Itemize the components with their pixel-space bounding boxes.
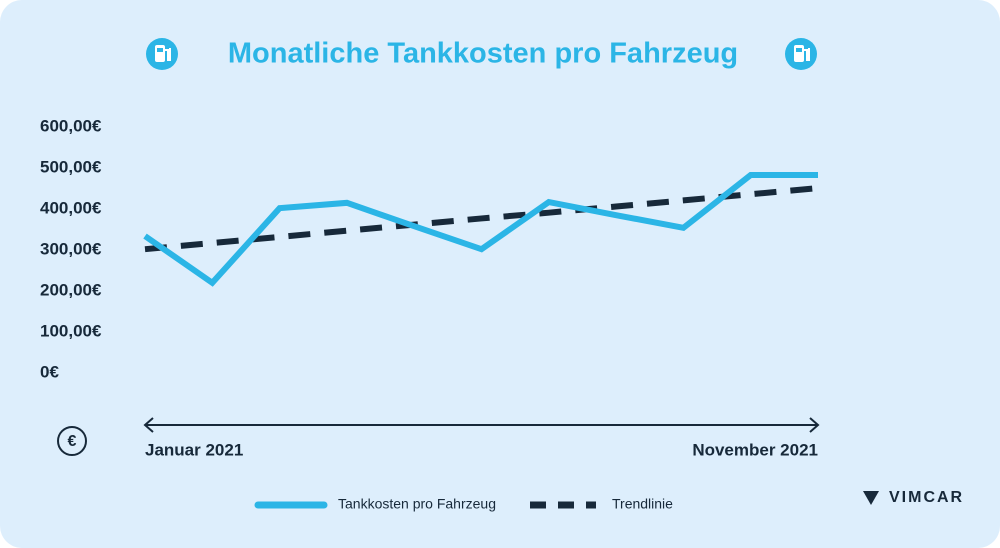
y-tick-label: 0€ [40,362,59,381]
legend-label: Trendlinie [612,496,673,512]
brand: VIMCAR [889,489,964,506]
y-tick-label: 300,00€ [40,239,102,258]
legend-label: Tankkosten pro Fahrzeug [338,496,496,512]
x-axis-arrow [143,417,820,433]
svg-text:€: € [68,433,77,450]
y-tick-label: 400,00€ [40,198,102,217]
x-tick-label: November 2021 [692,440,818,459]
fuel-icon [785,38,817,70]
y-tick-label: 600,00€ [40,116,102,135]
brand-logo: VIMCAR [863,489,964,506]
series-line [144,185,819,253]
fuel-icon [146,38,178,70]
x-tick-label: Januar 2021 [145,440,243,459]
y-tick-label: 200,00€ [40,280,102,299]
chart-title: Monatliche Tankkosten pro Fahrzeug [228,38,738,70]
series-line [143,171,818,287]
y-tick-label: 500,00€ [40,157,102,176]
euro-icon: € [57,426,87,456]
y-tick-label: 100,00€ [40,321,102,340]
